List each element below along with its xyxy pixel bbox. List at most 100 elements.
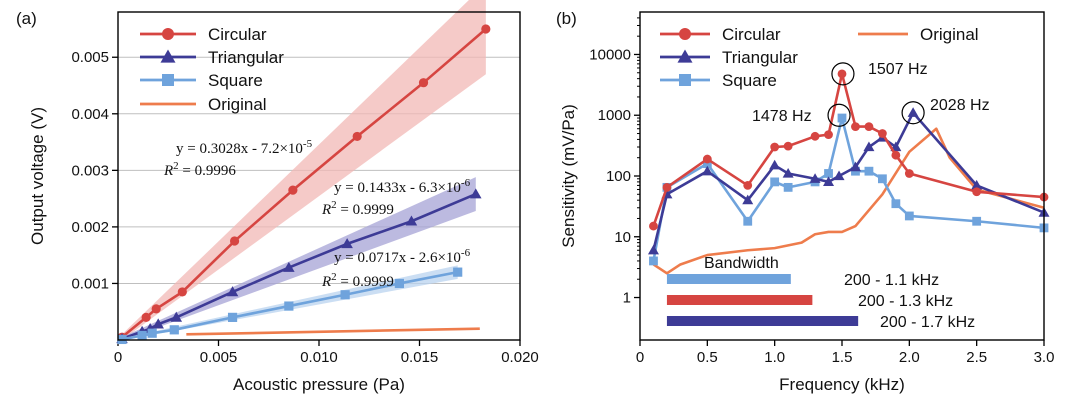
panel-b-label: (b) — [556, 9, 577, 28]
panel-b-bandwidth-bar-circular — [666, 295, 813, 305]
panel-b-legend-label-square: Square — [722, 71, 777, 90]
panel-b-circular-point — [972, 187, 982, 197]
panel-a-xtick-label: 0.020 — [501, 349, 539, 366]
panel-a-triangular-point — [283, 261, 295, 272]
panel-a-y-axis-title: Output voltage (V) — [28, 107, 47, 245]
panel-b-xtick-label: 2.5 — [966, 349, 987, 366]
panel-a-square-point — [394, 278, 404, 289]
panel-b-peak-label-1: 1507 Hz — [868, 61, 928, 78]
panel-b-circular-point — [837, 69, 847, 79]
panel-b-triangular-point — [769, 159, 781, 170]
panel-b-triangular-point — [701, 165, 713, 176]
panel-a-legend-marker-circular — [162, 28, 174, 40]
panel-b-xtick-label: 0 — [636, 349, 644, 366]
panel-a-square-point — [169, 325, 179, 335]
panel-b-square-point — [824, 169, 833, 178]
panel-b-triangular-point — [809, 173, 821, 183]
panel-b-triangular-point — [647, 244, 659, 255]
panel-a-fit-equation-1: y = 0.3028x - 7.2×10-5 — [176, 138, 313, 157]
panel-b-legend-label-triangular: Triangular — [722, 48, 798, 67]
panel-a-r-squared-3: R2 = 0.9999 — [321, 271, 394, 290]
panel-b-circular-point — [702, 154, 712, 164]
panel-a-triangular-point — [226, 286, 239, 297]
panel-b-circular-point — [891, 150, 901, 160]
panel-b-peak-marker-2 — [827, 103, 851, 127]
panel-b-bandwidth-title: Bandwidth — [704, 255, 779, 272]
panel-b-triangular-point — [971, 179, 983, 190]
panel-b-circular-point — [783, 141, 793, 151]
panel-b-square-line — [652, 116, 1045, 262]
panel-a-legend-marker-square — [162, 74, 174, 86]
panel-b-circular-point — [824, 130, 833, 140]
panel-a-legend-label-square: Square — [208, 71, 263, 90]
panel-a-circular-point — [141, 312, 151, 322]
panel-b-square-point — [904, 211, 914, 221]
panel-b-triangular-point — [849, 161, 861, 172]
panel-b-square-point — [878, 174, 887, 184]
panel-b-square-point — [743, 216, 753, 226]
panel-b-circular-point — [662, 182, 672, 192]
panel-b-y-axis-title: Sensitivity (mV/Pa) — [559, 104, 578, 248]
panel-b-triangular-point — [907, 107, 919, 117]
panel-a-xtick-label: 0 — [114, 349, 122, 366]
panel-a-ytick-label: 0.001 — [71, 275, 109, 292]
panel-a-original-line — [186, 327, 480, 336]
panel-a-plot-frame — [117, 11, 521, 341]
panel-a-fit-equation-2: y = 0.1433x - 6.3×10-6 — [334, 177, 471, 196]
panel-a-square-point — [453, 267, 463, 277]
panel-b-xtick-label: 1.0 — [764, 349, 785, 366]
panel-b-bandwidth-label-square: 200 - 1.1 kHz — [844, 272, 939, 289]
panel-b-square-point — [972, 216, 982, 226]
panel-a-xtick-label: 0.005 — [200, 349, 238, 366]
panel-a-xtick-label: 0.010 — [300, 349, 338, 366]
panel-a-circular-point — [481, 24, 491, 34]
panel-a-r-squared-2: R2 = 0.9999 — [321, 199, 394, 218]
panel-b-circular-point — [649, 221, 658, 231]
panel-a-label: (a) — [16, 9, 37, 28]
panel-b-ytick-label: 10 — [614, 229, 631, 246]
panel-a-triangular-point — [341, 238, 353, 249]
panel-a-x-axis-title: Acoustic pressure (Pa) — [233, 375, 405, 394]
panel-a-r-squared-1: R2 = 0.9996 — [163, 160, 236, 179]
panel-b-xtick-label: 2.0 — [899, 349, 920, 366]
panel-a-circular-point — [352, 131, 362, 142]
panel-b-circular-point — [878, 129, 887, 138]
panel-a-circular-point — [151, 304, 161, 314]
panel-a-square-point — [147, 328, 157, 338]
panel-a-legend-label-original: Original — [208, 95, 267, 114]
panel-b-legend-marker-circular — [679, 28, 691, 40]
panel-a-legend-label-circular: Circular — [208, 25, 267, 44]
panel-a-ytick-label: 0.003 — [71, 162, 109, 179]
panel-a-square-point — [137, 330, 147, 341]
panel-b-ytick-label: 100 — [606, 168, 631, 185]
panel-a-legend-label-triangular: Triangular — [208, 48, 284, 67]
panel-b-square-point — [837, 113, 847, 123]
panel-a-triangular-point — [152, 318, 164, 329]
panel-b-plot-frame — [639, 11, 1045, 341]
panel-b-ytick-label: 1000 — [598, 107, 631, 124]
panel-b-ytick-label: 10000 — [589, 46, 631, 63]
panel-b-peak-label-3: 2028 Hz — [930, 97, 990, 114]
panel-a-ytick-label: 0.005 — [71, 49, 109, 66]
panel-b-peak-label-2: 1478 Hz — [752, 108, 812, 125]
panel-b-square-point — [783, 182, 793, 192]
panel-a-circular-point — [229, 236, 240, 246]
panel-a-square-point — [227, 312, 238, 322]
panel-a-xtick-label: 0.015 — [401, 349, 439, 366]
panel-a-triangular-confidence-band — [122, 177, 476, 341]
panel-b-circular-point — [770, 142, 780, 152]
panel-a-triangular-point — [405, 215, 418, 226]
panel-b-triangular-point — [742, 194, 754, 205]
panel-b-circular-point — [851, 122, 860, 132]
panel-b-legend-marker-triangular — [677, 49, 693, 63]
panel-b-x-axis-title: Frequency (kHz) — [779, 375, 905, 394]
panel-a-fit-equation-3: y = 0.0717x - 2.6×10-6 — [334, 247, 471, 266]
panel-b-bandwidth-label-triangular: 200 - 1.7 kHz — [880, 314, 975, 331]
panel-b-bandwidth-bar-triangular — [666, 316, 859, 326]
panel-b-peak-marker-1 — [831, 62, 855, 86]
panel-b-bandwidth-label-circular: 200 - 1.3 kHz — [858, 293, 953, 310]
panel-b-xtick-label: 3.0 — [1034, 349, 1055, 366]
panel-b-square-point — [649, 256, 658, 266]
panel-b-square-point — [702, 159, 712, 168]
